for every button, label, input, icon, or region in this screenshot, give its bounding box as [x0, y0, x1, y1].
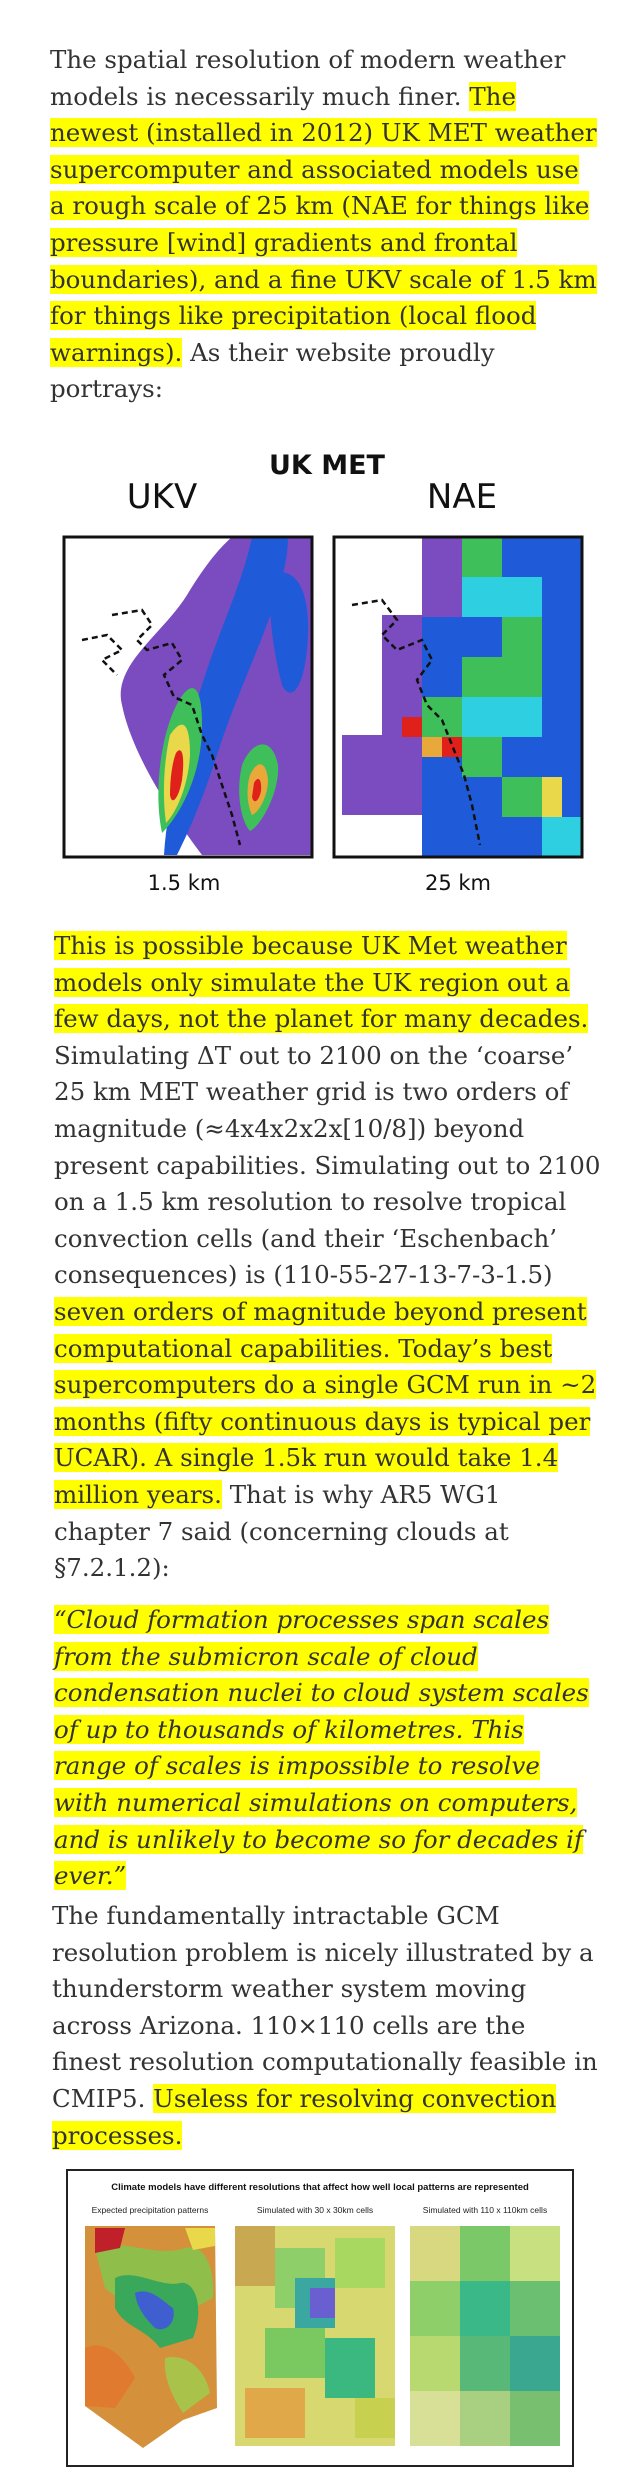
ukv-map: [62, 535, 314, 859]
ukv-label: UKV: [127, 477, 197, 517]
panel-label-expected: Expected precipitation patterns: [92, 2205, 209, 2215]
panel-label-110km: Simulated with 110 x 110km cells: [423, 2205, 547, 2215]
paragraph-text: As their website proudly portrays:: [50, 337, 495, 404]
paragraph-text: The spatial resolution of modern weather…: [50, 45, 566, 111]
map-30km-cells: [235, 2226, 395, 2446]
paragraph-resolution-intro: The spatial resolution of modern weather…: [50, 42, 598, 408]
highlighted-text: The newest (installed in 2012) UK MET we…: [50, 81, 597, 367]
nae-caption: 25 km: [425, 871, 491, 895]
ukv-caption: 1.5 km: [148, 871, 221, 895]
figure2-title: Climate models have different resolution…: [111, 2182, 529, 2193]
paragraph-text: The fundamentally intractable GCM resolu…: [52, 1901, 598, 2113]
highlighted-text: This is possible because UK Met weather …: [54, 931, 589, 1034]
panel-label-30km: Simulated with 30 x 30km cells: [257, 2205, 373, 2215]
figure-title: UK MET: [269, 450, 386, 481]
uk-met-resolution-figure: UK MET UKV NAE: [62, 450, 584, 895]
highlighted-text: seven orders of magnitude beyond present…: [54, 1296, 597, 1509]
expected-precipitation-map: [85, 2226, 217, 2448]
nae-map: [332, 535, 584, 859]
paragraph-text: That is why AR5 WG1 chapter 7 said (conc…: [54, 1479, 509, 1583]
arizona-resolution-figure: Climate models have different resolution…: [66, 2169, 574, 2467]
paragraph-computation: This is possible because UK Met weather …: [54, 928, 602, 1587]
ar5-quote: “Cloud formation processes span scales f…: [54, 1602, 602, 1895]
paragraph-text: Simulating ΔT out to 2100 on the ‘coarse…: [54, 1040, 601, 1290]
quote-text: “Cloud formation processes span scales f…: [54, 1605, 589, 1891]
nae-label: NAE: [427, 477, 497, 517]
map-110km-cells: [410, 2226, 560, 2446]
paragraph-arizona: The fundamentally intractable GCM resolu…: [52, 1898, 600, 2154]
